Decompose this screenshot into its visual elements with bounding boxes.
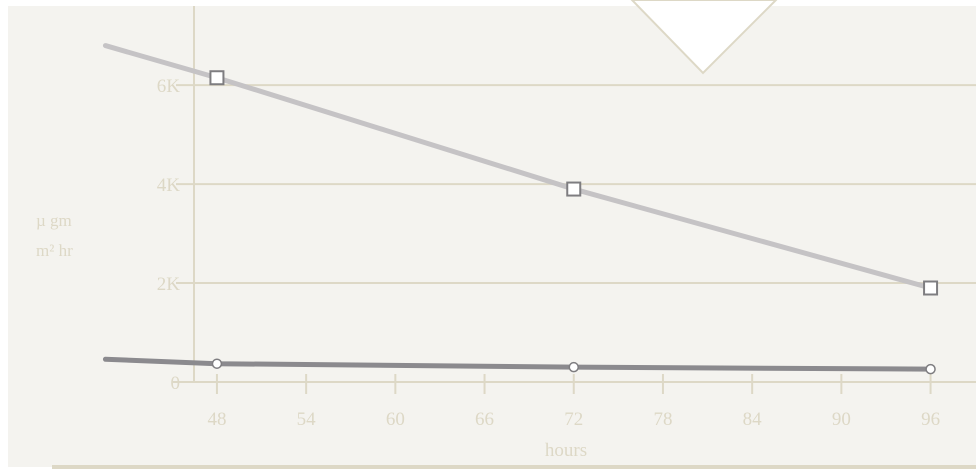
- x-tick-label-72: 72: [564, 409, 583, 430]
- y-tick-label-2K: 2K: [157, 274, 181, 295]
- bottom-bar: [52, 465, 976, 469]
- x-axis-ticks: 48 54 60 66 72 78 84 90 96: [207, 374, 940, 430]
- series-2-marker-96: [925, 363, 936, 375]
- x-tick-label-78: 78: [653, 409, 672, 430]
- series-2-marker-72: [568, 361, 580, 373]
- x-tick-label-84: 84: [743, 409, 763, 430]
- y-tick-label-0: 0: [171, 373, 181, 394]
- y-axis-title-line-2: m² hr: [36, 241, 73, 260]
- series-layer: [102, 43, 939, 375]
- series-1-marker-48: [209, 70, 225, 86]
- x-tick-label-48: 48: [207, 409, 226, 430]
- series-2-marker-48: [211, 358, 223, 369]
- series-1-line: [102, 43, 934, 291]
- y-tick-label-4K: 4K: [157, 175, 181, 196]
- series-1-marker-72: [566, 181, 582, 197]
- x-tick-label-66: 66: [475, 409, 494, 430]
- down-arrow-icon: [630, 0, 778, 75]
- x-tick-label-96: 96: [921, 409, 940, 430]
- x-tick-label-90: 90: [832, 409, 851, 430]
- y-axis-ticks: 0 2K 4K 6K: [157, 76, 181, 394]
- y-tick-label-6K: 6K: [157, 76, 181, 97]
- x-axis-title: hours: [545, 440, 587, 461]
- x-tick-label-54: 54: [297, 409, 317, 430]
- series-2-line: [102, 356, 934, 372]
- plot-background: [8, 6, 976, 467]
- series-1-marker-96: [923, 280, 939, 296]
- y-axis-title-line-1: µ gm: [36, 211, 72, 230]
- x-tick-label-60: 60: [386, 409, 405, 430]
